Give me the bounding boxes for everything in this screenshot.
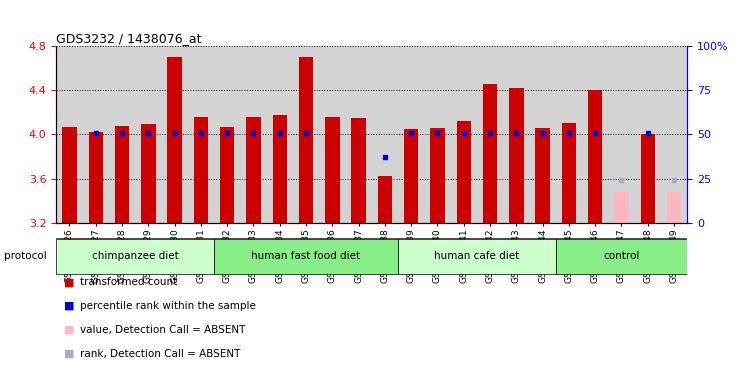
Bar: [457, 121, 471, 223]
Bar: [635, 46, 661, 223]
Text: ■: ■: [64, 349, 74, 359]
Bar: [62, 127, 77, 223]
Bar: [240, 46, 267, 223]
Bar: [319, 46, 345, 223]
Bar: [83, 46, 109, 223]
Bar: [56, 46, 83, 223]
Bar: [535, 128, 550, 223]
Bar: [325, 117, 339, 223]
Bar: [194, 117, 208, 223]
Bar: [293, 46, 319, 223]
Bar: [483, 84, 497, 223]
Bar: [398, 239, 556, 274]
Bar: [299, 57, 313, 223]
Bar: [267, 46, 293, 223]
Text: value, Detection Call = ABSENT: value, Detection Call = ABSENT: [80, 325, 246, 335]
Text: chimpanzee diet: chimpanzee diet: [92, 251, 179, 262]
Bar: [641, 134, 655, 223]
Bar: [372, 46, 398, 223]
Bar: [404, 129, 418, 223]
Bar: [135, 46, 161, 223]
Bar: [614, 192, 629, 223]
Text: human fast food diet: human fast food diet: [252, 251, 360, 262]
Bar: [220, 127, 234, 223]
Text: transformed count: transformed count: [80, 277, 177, 287]
Bar: [246, 117, 261, 223]
Text: rank, Detection Call = ABSENT: rank, Detection Call = ABSENT: [80, 349, 241, 359]
Bar: [556, 46, 582, 223]
Bar: [529, 46, 556, 223]
Bar: [56, 239, 214, 274]
Bar: [214, 46, 240, 223]
Bar: [167, 57, 182, 223]
Text: percentile rank within the sample: percentile rank within the sample: [80, 301, 256, 311]
Text: ■: ■: [64, 277, 74, 287]
Bar: [588, 90, 602, 223]
Bar: [161, 46, 188, 223]
Bar: [430, 128, 445, 223]
Bar: [109, 46, 135, 223]
Bar: [451, 46, 477, 223]
Bar: [398, 46, 424, 223]
Bar: [188, 46, 214, 223]
Text: GDS3232 / 1438076_at: GDS3232 / 1438076_at: [56, 32, 202, 45]
Bar: [273, 114, 287, 223]
Bar: [477, 46, 503, 223]
Bar: [115, 126, 129, 223]
Text: control: control: [603, 251, 640, 262]
Bar: [667, 192, 681, 223]
Bar: [582, 46, 608, 223]
Bar: [351, 118, 366, 223]
Bar: [556, 239, 687, 274]
Bar: [214, 239, 398, 274]
Text: protocol: protocol: [4, 251, 47, 262]
Bar: [345, 46, 372, 223]
Bar: [424, 46, 451, 223]
Bar: [89, 132, 103, 223]
Text: human cafe diet: human cafe diet: [434, 251, 520, 262]
Bar: [509, 88, 523, 223]
Bar: [503, 46, 529, 223]
Bar: [378, 176, 392, 223]
Bar: [608, 46, 635, 223]
Text: ■: ■: [64, 301, 74, 311]
Text: ■: ■: [64, 325, 74, 335]
Bar: [562, 123, 576, 223]
Bar: [141, 124, 155, 223]
Bar: [661, 46, 687, 223]
